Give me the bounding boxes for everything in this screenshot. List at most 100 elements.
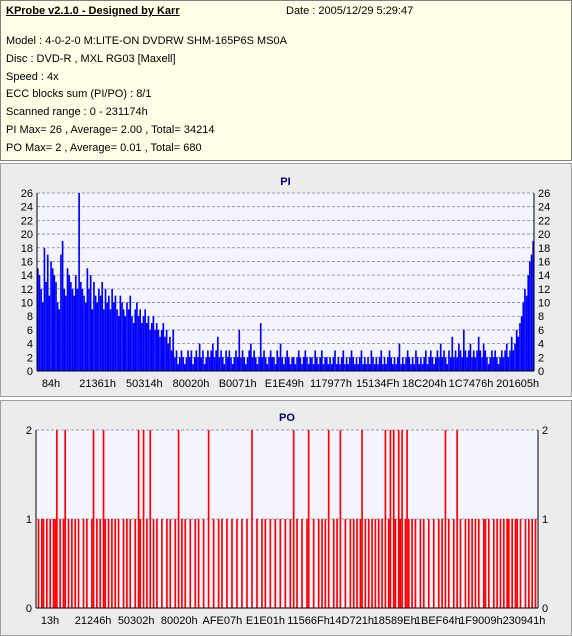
po-bar (37, 519, 40, 608)
po-bar (317, 519, 320, 608)
po-bar (312, 519, 315, 608)
po-y-tick-left: 2 (26, 425, 32, 437)
pi-bar (449, 357, 452, 371)
pi-bar (461, 357, 463, 371)
po-bar (212, 519, 215, 608)
pi-y-tick-right: 20 (538, 229, 550, 241)
po-y-tick-right: 0 (542, 603, 548, 615)
po-bar (381, 519, 383, 608)
pi-chart-panel: 0 0 2 2 4 4 6 6 8 8 10 10 12 12 14 14 16 16 18 18 20 20 22 22 24… (0, 163, 572, 397)
pi-bar (86, 268, 89, 371)
po-x-tick-label: 21246h (75, 615, 112, 627)
pi-bar (162, 323, 165, 371)
pi-bar (441, 357, 444, 371)
pi-bar (373, 364, 376, 371)
po-bar (102, 430, 105, 608)
pi-bar (99, 295, 102, 371)
pi-bar (489, 357, 492, 371)
pi-bar (319, 357, 321, 371)
pi-bar (294, 364, 297, 371)
pi-bar (231, 364, 234, 371)
pi-y-tick-right: 2 (538, 352, 544, 364)
po-bar (71, 519, 73, 608)
po-bar (152, 519, 155, 608)
pi-bar (367, 357, 369, 371)
scan-speed: Speed : 4x (6, 71, 59, 83)
pi-bar (345, 357, 348, 371)
pi-y-tick-left: 0 (27, 366, 33, 378)
pi-bar (378, 357, 381, 371)
pi-bar (385, 364, 388, 371)
pi-y-tick-right: 8 (538, 311, 544, 323)
pi-bar (358, 357, 361, 371)
po-bar (349, 519, 352, 608)
pi-bar (235, 350, 237, 371)
pi-bar (73, 295, 75, 371)
pi-bar (477, 336, 480, 371)
pi-bar (375, 357, 378, 371)
po-bar (236, 519, 238, 608)
pi-bar (45, 282, 47, 371)
po-bar (104, 519, 107, 608)
pi-bar (213, 357, 216, 371)
po-bar (452, 519, 455, 608)
pi-bar (68, 275, 71, 371)
pi-bar (114, 295, 117, 371)
pi-bar (56, 302, 59, 371)
pi-bar (368, 364, 371, 371)
app-title: KProbe v2.1.0 - Designed by Karr (6, 5, 180, 17)
pi-bar (233, 357, 236, 371)
po-bar (126, 519, 128, 608)
pi-bar (451, 336, 454, 371)
pi-bar (395, 364, 397, 371)
pi-bar (317, 364, 320, 371)
pi-bar (507, 357, 510, 371)
po-bar (289, 519, 292, 608)
pi-bar (512, 350, 515, 371)
pi-bar (370, 350, 373, 371)
pi-bar (411, 357, 414, 371)
pi-bar (197, 357, 199, 371)
po-bar (92, 430, 95, 608)
pi-bar (139, 309, 142, 371)
pi-bar (532, 240, 534, 371)
pi-bar (91, 309, 94, 371)
po-bar (241, 519, 243, 608)
pi-bar (268, 357, 270, 371)
pi-y-tick-left: 24 (21, 202, 33, 214)
pi-bar (218, 357, 221, 371)
pi-bar (410, 364, 412, 371)
po-bar (284, 519, 287, 608)
pi-bar (145, 323, 148, 371)
pi-bar (253, 350, 255, 371)
pi-bar (499, 357, 501, 371)
po-x-tick-label: 18589Eh (373, 615, 417, 627)
pi-bar (183, 364, 186, 371)
pi-bar (494, 350, 497, 371)
po-bar (139, 519, 142, 608)
pi-bar (165, 329, 168, 371)
pi-bar (245, 364, 247, 371)
po-bar (64, 430, 67, 608)
po-bar (506, 519, 508, 608)
pi-bar (302, 357, 305, 371)
pi-bar (207, 350, 209, 371)
pi-bar (126, 302, 128, 371)
pi-bar (496, 357, 498, 371)
po-bar (221, 519, 223, 608)
pi-bar (415, 350, 417, 371)
pi-bar (505, 343, 508, 371)
po-bar (82, 519, 85, 608)
pi-bar (342, 350, 345, 371)
pi-bar (286, 350, 288, 371)
pi-y-tick-right: 14 (538, 270, 550, 282)
po-bar (477, 519, 480, 608)
po-bar (301, 519, 303, 608)
po-y-tick-right: 1 (542, 514, 548, 526)
pi-y-tick-right: 22 (538, 215, 550, 227)
po-bar (531, 519, 533, 608)
pi-bar (321, 350, 323, 371)
po-bar (146, 519, 148, 608)
pi-bar (190, 350, 193, 371)
pi-bar (108, 295, 110, 371)
